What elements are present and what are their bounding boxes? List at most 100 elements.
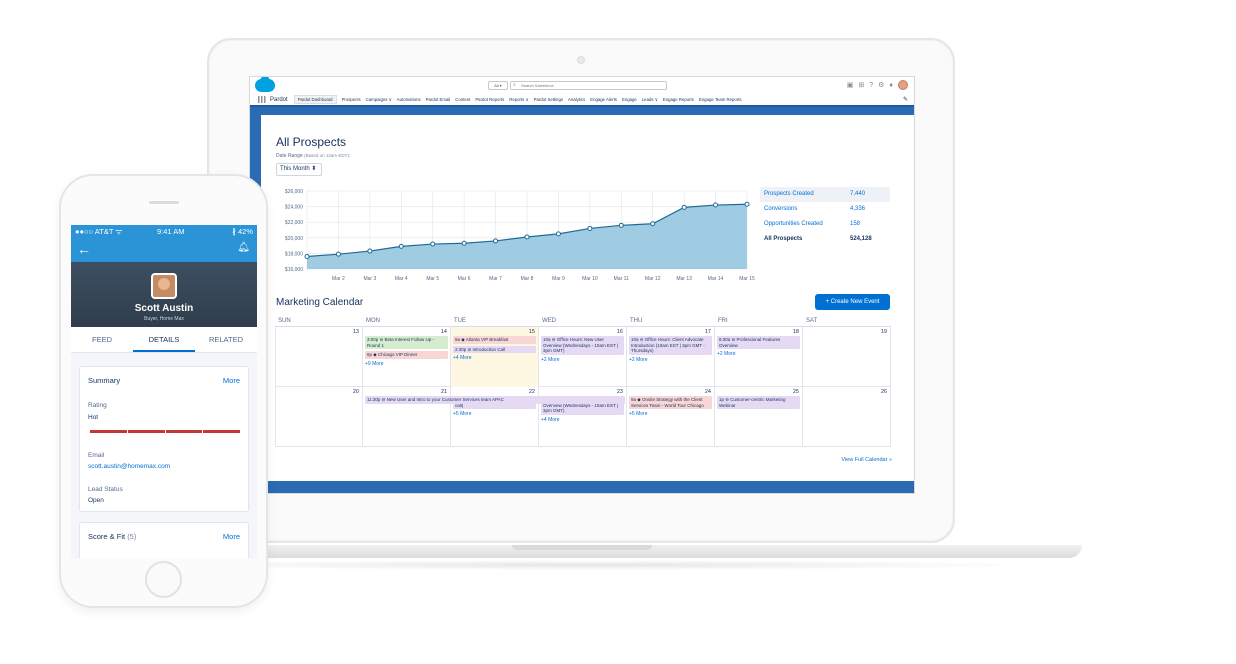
x-tick-label: Mar 15 <box>739 276 755 282</box>
tab-feed[interactable]: FEED <box>91 335 112 344</box>
prospects-area-chart: $16,000 $18,000 $20,000 $22,000 $24,000 $26,0… <box>285 189 755 282</box>
data-point[interactable] <box>493 238 499 244</box>
notification-bell-icon[interactable]: 🔔︎ <box>237 242 250 253</box>
data-point[interactable] <box>461 240 467 246</box>
calendar-day-cell[interactable]: 18 9:30a ⊖ Professional Features Overview… <box>715 327 803 387</box>
user-avatar[interactable] <box>898 80 908 90</box>
calendar-event[interactable]: 6p ◆ Chicago VIP Dinner <box>365 351 448 359</box>
app-launcher-icon[interactable] <box>258 96 266 103</box>
data-point[interactable] <box>744 201 750 207</box>
calendar-day-name: TUE <box>454 318 466 324</box>
calendar-event[interactable]: 3:00p ⊖ Beta Interest Follow Up - Round … <box>365 336 448 349</box>
date-range-select[interactable]: This Month ⬍ <box>276 163 322 176</box>
calendar-day-cell[interactable]: 16 10a ⊖ Office Hours: New User Overview … <box>539 327 627 387</box>
header-utilities: ▣ ⊞ ? ⚙ ♦ <box>847 80 908 90</box>
data-point[interactable] <box>304 254 310 260</box>
data-point[interactable] <box>430 241 436 247</box>
data-point[interactable] <box>650 221 656 227</box>
calendar-day-cell[interactable]: 19 <box>803 327 891 387</box>
edit-nav-icon[interactable]: ✎ <box>902 97 908 103</box>
calendar-day-cell[interactable]: 17 10a ⊖ Office Hours: Client Advocate In… <box>627 327 715 387</box>
score-fit-more-link[interactable]: More <box>222 532 240 541</box>
data-point[interactable] <box>398 243 404 249</box>
data-point[interactable] <box>618 222 624 228</box>
x-tick-label: Mar 3 <box>363 276 376 282</box>
more-events-link[interactable]: +2 More <box>629 356 648 363</box>
nav-item[interactable]: Engage Alerts <box>590 97 617 102</box>
calendar-event[interactable]: 9a ◆ Atlanta VIP Breakfast <box>453 336 536 344</box>
tab-related[interactable]: RELATED <box>208 335 244 344</box>
more-events-link[interactable]: +9 More <box>365 360 384 367</box>
more-events-link[interactable]: +2 More <box>717 351 736 357</box>
nav-item[interactable]: Campaigns ∨ <box>365 96 392 102</box>
nav-item[interactable]: Automations <box>396 97 421 102</box>
global-search-input[interactable]: ⌕ Search Salesforce <box>510 81 667 90</box>
bell-icon[interactable]: ♦ <box>889 81 893 89</box>
calendar-day-cell[interactable]: 26 <box>803 387 891 447</box>
more-events-link[interactable]: +5 More <box>629 411 648 417</box>
data-point[interactable] <box>681 204 687 210</box>
calendar-day-cell[interactable]: 20 <box>275 387 363 447</box>
nav-item[interactable]: Prospects <box>341 97 361 102</box>
stat-label[interactable]: Conversions <box>764 206 798 212</box>
nav-item[interactable]: Engage Team Reports <box>698 97 742 102</box>
stat-label[interactable]: Opportunities Created <box>764 221 823 227</box>
calendar-day-cell[interactable]: 13 <box>275 327 363 387</box>
nav-item[interactable]: Content <box>455 97 471 102</box>
calendar-day-cell[interactable]: 14 3:00p ⊖ Beta Interest Follow Up - Roun… <box>363 327 451 387</box>
calendar-event[interactable]: 9a ◆ Onsite Strategy with the Client Ser… <box>629 396 712 409</box>
phone-screen: ●●○○ AT&T ᯤ 9:41 AM ∦ 42% ← 🔔︎ Scott Aus… <box>71 225 257 558</box>
nav-item[interactable]: Reports ∨ <box>509 96 529 102</box>
create-new-event-button[interactable]: + Create New Event <box>815 294 890 310</box>
data-point[interactable] <box>587 225 593 231</box>
view-full-calendar-link[interactable]: View Full Calendar » <box>841 457 892 463</box>
calendar-event[interactable]: 10a ⊖ Office Hours: Client Advocate Intr… <box>629 336 712 355</box>
phone-home-button[interactable] <box>145 561 182 598</box>
calendar-day-cell[interactable]: 25 1p ⊖ Customer-centric Marketing Webina… <box>715 387 803 447</box>
search-scope-dropdown[interactable]: All ▾ <box>488 81 508 90</box>
day-number: 19 <box>880 329 887 335</box>
calendar-event[interactable]: 11:30p ⊖ New User and Intro to your Cust… <box>365 396 625 404</box>
nav-item[interactable]: Pardot Email <box>425 97 451 102</box>
more-events-link[interactable]: +5 More <box>453 411 472 417</box>
nav-item[interactable]: Leads ∨ <box>641 96 658 102</box>
data-point[interactable] <box>555 231 561 237</box>
y-tick-label: $22,000 <box>285 220 303 226</box>
nav-item[interactable]: Pardot Settings <box>533 97 563 102</box>
calendar-day-cell[interactable]: 24 9a ◆ Onsite Strategy with the Client S… <box>627 387 715 447</box>
data-point[interactable] <box>713 202 719 208</box>
nav-item[interactable]: Pardot Reports <box>475 97 505 102</box>
help-icon[interactable]: ? <box>869 81 874 89</box>
y-tick-label: $24,000 <box>285 205 303 211</box>
calendar-event[interactable]: 2:30p ⊖ Introduction Call <box>453 345 536 353</box>
back-arrow-icon[interactable]: ← <box>77 241 91 257</box>
calendar-event[interactable]: 10a ⊖ Office Hours: New User Overview (W… <box>541 336 624 355</box>
more-events-link[interactable]: +4 More <box>453 355 472 361</box>
marketing-calendar: SUN MON TUE WED THU FRI SAT 13 14 3:00p ⊖ Beta I… <box>275 315 891 447</box>
day-number: 21 <box>440 389 447 395</box>
nav-item[interactable]: Pardot Dashboard <box>293 95 337 104</box>
calendar-day-cell[interactable]: 21 11:30p ⊖ New User and Intro to your Cu… <box>363 387 625 447</box>
more-events-link[interactable]: +2 More <box>541 356 560 363</box>
nav-item[interactable]: Engage <box>621 97 637 102</box>
nav-item[interactable]: Engage Reports <box>662 97 694 102</box>
data-point[interactable] <box>524 234 530 240</box>
summary-more-link[interactable]: More <box>222 376 240 385</box>
stat-row: Prospects Created 7,440 <box>760 187 890 202</box>
calendar-day-cell[interactable]: 15 9a ◆ Atlanta VIP Breakfast 2:30p ⊖ Intr… <box>451 327 539 387</box>
gear-icon[interactable]: ⚙ <box>878 82 885 89</box>
add-icon[interactable]: ⊞ <box>858 82 865 89</box>
calendar-event[interactable]: 9:30a ⊖ Professional Features Overview <box>717 336 800 349</box>
calendar-event[interactable]: 1p ⊖ Customer-centric Marketing Webinar <box>717 396 800 409</box>
laptop-base <box>96 545 1082 558</box>
tab-details[interactable]: DETAILS <box>133 327 195 352</box>
data-point[interactable] <box>335 251 341 257</box>
more-events-link[interactable]: +4 More <box>541 416 560 423</box>
email-link[interactable]: scott.austin@homemax.com <box>88 463 171 470</box>
lead-status-value: Open <box>88 497 104 504</box>
nav-item[interactable]: Analytics <box>568 97 586 102</box>
stat-row: Conversions 4,336 <box>760 202 890 217</box>
data-point[interactable] <box>367 248 373 254</box>
favorites-icon[interactable]: ▣ <box>846 82 854 89</box>
stat-label[interactable]: Prospects Created <box>764 191 814 197</box>
